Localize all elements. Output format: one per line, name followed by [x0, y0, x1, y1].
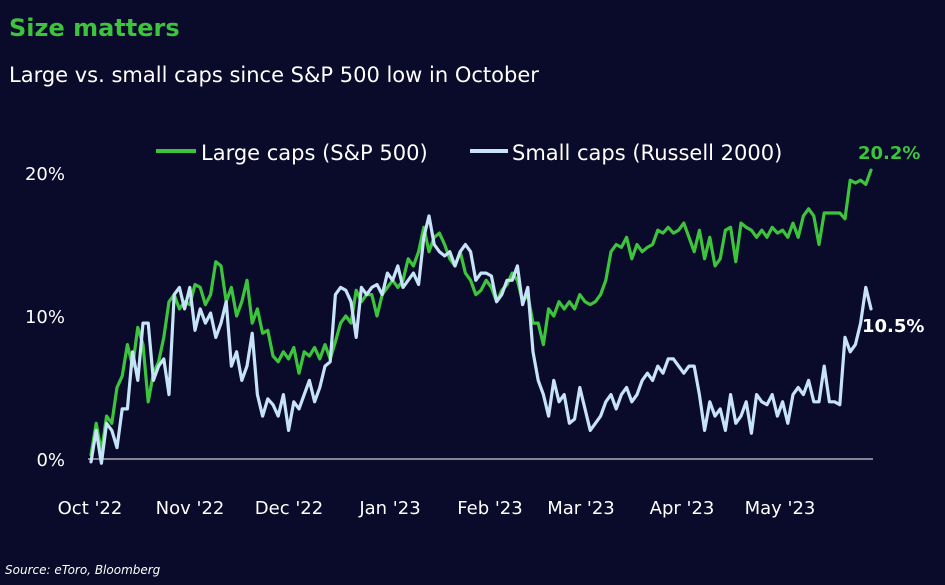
- legend-label-large: Large caps (S&P 500): [201, 141, 428, 165]
- x-tick-label: Feb '23: [457, 498, 522, 519]
- source-note: Source: eToro, Bloomberg: [5, 563, 161, 577]
- x-tick-label: Nov '22: [156, 498, 225, 519]
- x-tick-label: Jan '23: [358, 498, 420, 519]
- chart-subtitle: Large vs. small caps since S&P 500 low i…: [9, 63, 539, 87]
- legend-label-small: Small caps (Russell 2000): [512, 141, 782, 165]
- x-axis-ticks: Oct '22 Nov '22 Dec '22 Jan '23 Feb '23 Mar '…: [58, 498, 816, 519]
- x-tick-label: Apr '23: [650, 498, 715, 519]
- x-tick-label: Mar '23: [547, 498, 615, 519]
- x-tick-label: Oct '22: [58, 498, 123, 519]
- x-tick-label: May '23: [745, 498, 816, 519]
- series-line-large-caps: [89, 168, 873, 457]
- chart-title: Size matters: [9, 14, 180, 42]
- end-label-large-caps: 20.2%: [858, 143, 920, 164]
- end-label-small-caps: 10.5%: [862, 316, 924, 337]
- legend: Large caps (S&P 500) Small caps (Russell…: [156, 141, 782, 165]
- series-lines: [89, 168, 873, 465]
- y-tick-label: 20%: [25, 164, 65, 185]
- y-axis-ticks: 0% 10% 20%: [25, 164, 65, 471]
- y-tick-label: 10%: [25, 307, 65, 328]
- series-line-small-caps: [89, 214, 873, 465]
- y-tick-label: 0%: [36, 450, 65, 471]
- x-tick-label: Dec '22: [255, 498, 323, 519]
- end-labels: 20.2% 10.5%: [858, 143, 924, 337]
